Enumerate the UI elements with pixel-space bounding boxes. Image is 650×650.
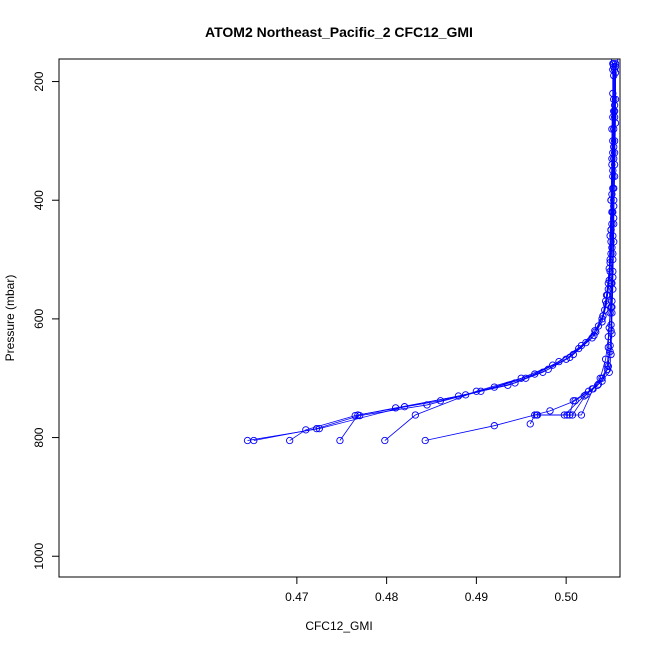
data-point <box>589 385 597 393</box>
profile-line <box>536 72 616 416</box>
x-axis: 0.47 0.48 0.49 0.50 <box>285 577 578 604</box>
data-point <box>354 411 362 419</box>
data-point <box>472 387 481 395</box>
data-point <box>562 355 570 363</box>
y-tick-label: 200 <box>32 71 46 91</box>
x-tick-label: 0.49 <box>465 590 489 604</box>
data-point <box>563 411 571 419</box>
x-tick-label: 0.50 <box>554 590 578 604</box>
profile-line <box>425 63 616 441</box>
data-point <box>602 291 611 299</box>
data-point <box>592 328 600 336</box>
data-point <box>611 63 620 71</box>
x-tick-label: 0.48 <box>375 590 399 604</box>
data-point <box>436 397 445 405</box>
data-point <box>577 411 586 419</box>
y-axis: 200 400 600 800 1000 <box>32 71 59 570</box>
data-point <box>312 425 321 433</box>
data-point <box>607 327 615 335</box>
data-point <box>599 312 607 320</box>
profile-line <box>537 69 616 416</box>
profile-line <box>567 75 615 416</box>
data-point <box>411 411 419 419</box>
data-point <box>610 125 618 133</box>
profile-line <box>253 63 615 441</box>
profile-line <box>384 69 614 441</box>
data-point <box>607 350 615 359</box>
y-tick-label: 400 <box>32 190 46 210</box>
data-point <box>582 338 590 347</box>
data-point <box>286 436 294 445</box>
data-point <box>569 397 577 405</box>
plot-frame <box>58 58 621 578</box>
chart-title: ATOM2 Northeast_Pacific_2 CFC12_GMI <box>205 24 473 40</box>
y-tick-label: 800 <box>32 427 46 447</box>
data-point <box>604 333 612 341</box>
plot-area <box>243 59 620 445</box>
data-point <box>571 397 579 405</box>
data-point <box>603 365 612 373</box>
data-point <box>546 407 554 415</box>
data-point <box>549 361 557 369</box>
data-point <box>610 71 618 80</box>
y-axis-label: Pressure (mbar) <box>3 275 17 362</box>
data-point <box>594 322 603 330</box>
data-point <box>336 436 344 445</box>
data-point <box>532 411 541 419</box>
data-point <box>421 436 429 445</box>
profile-line <box>289 60 616 441</box>
x-tick-label: 0.47 <box>285 590 309 604</box>
data-point <box>490 422 498 430</box>
data-point <box>517 374 525 382</box>
data-point <box>555 357 563 366</box>
data-point <box>609 166 617 175</box>
profile-line <box>247 63 614 441</box>
data-point <box>601 355 610 363</box>
data-point <box>607 279 615 287</box>
data-point <box>608 244 616 252</box>
x-axis-label: CFC12_GMI <box>305 619 372 633</box>
data-point <box>609 208 617 216</box>
data-point <box>381 436 389 445</box>
y-tick-label: 1000 <box>32 543 46 570</box>
data-point <box>582 391 590 399</box>
data-point <box>596 374 604 382</box>
profile-line <box>339 66 615 441</box>
data-point <box>606 309 614 317</box>
data-point <box>250 436 258 445</box>
data-point <box>575 344 583 353</box>
data-point <box>526 420 534 428</box>
y-tick-label: 600 <box>32 309 46 329</box>
data-point <box>302 426 310 434</box>
